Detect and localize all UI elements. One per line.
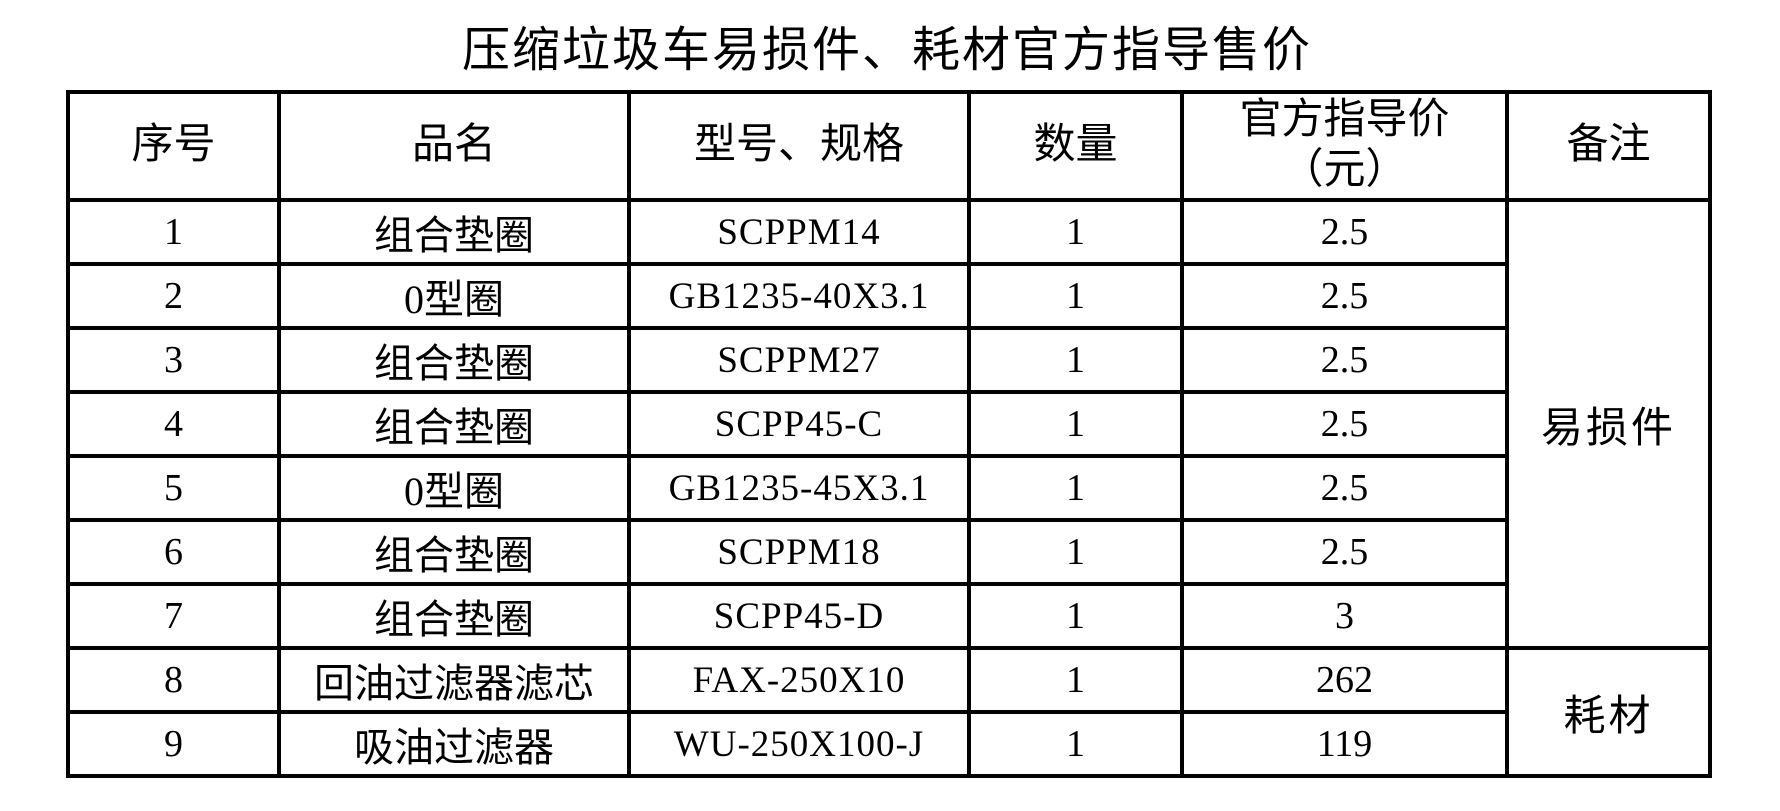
cell-qty: 1	[967, 326, 1184, 394]
cell-price: 119	[1180, 710, 1509, 778]
cell-index: 3	[66, 326, 281, 394]
cell-model: GB1235-45X3.1	[627, 454, 971, 522]
cell-name: 组合垫圈	[277, 198, 631, 266]
cell-qty: 1	[967, 582, 1184, 650]
cell-index: 4	[66, 390, 281, 458]
cell-name: 组合垫圈	[277, 518, 631, 586]
header-price: 官方指导价 （元）	[1180, 90, 1509, 202]
cell-price: 2.5	[1180, 198, 1509, 266]
cell-model: GB1235-40X3.1	[627, 262, 971, 330]
table-row: 8 回油过滤器滤芯 FAX-250X10 1 262 耗材	[66, 646, 1712, 778]
cell-name: 组合垫圈	[277, 326, 631, 394]
header-price-line1: 官方指导价	[1239, 97, 1450, 144]
cell-model: SCPPM27	[627, 326, 971, 394]
cell-qty: 1	[967, 454, 1184, 522]
header-model: 型号、规格	[627, 90, 971, 202]
cell-price: 262	[1180, 646, 1509, 714]
table-row: 3 组合垫圈 SCPPM27 1 2.5	[66, 326, 1710, 394]
table-row: 4 组合垫圈 SCPP45-C 1 2.5	[66, 390, 1710, 458]
cell-price: 3	[1180, 582, 1509, 650]
remark-cell-wear-parts: 易损件	[1505, 198, 1712, 650]
remark-cell-consumables: 耗材	[1505, 646, 1712, 778]
cell-model: SCPP45-C	[627, 390, 971, 458]
cell-price: 2.5	[1180, 518, 1509, 586]
cell-index: 8	[66, 646, 281, 714]
cell-name: 组合垫圈	[277, 582, 631, 650]
cell-price: 2.5	[1180, 390, 1509, 458]
cell-index: 7	[66, 582, 281, 650]
cell-index: 5	[66, 454, 281, 522]
header-index: 序号	[66, 90, 281, 202]
header-remark: 备注	[1505, 90, 1712, 202]
cell-name: 0型圈	[277, 262, 631, 330]
cell-index: 6	[66, 518, 281, 586]
cell-qty: 1	[967, 262, 1184, 330]
cell-name: 组合垫圈	[277, 390, 631, 458]
table-row: 5 0型圈 GB1235-45X3.1 1 2.5	[66, 454, 1710, 522]
table-row: 7 组合垫圈 SCPP45-D 1 3	[66, 582, 1710, 650]
cell-model: SCPPM18	[627, 518, 971, 586]
cell-model: SCPP45-D	[627, 582, 971, 650]
table-row: 6 组合垫圈 SCPPM18 1 2.5	[66, 518, 1710, 586]
cell-qty: 1	[967, 390, 1184, 458]
cell-name: 吸油过滤器	[277, 710, 631, 778]
cell-qty: 1	[967, 198, 1184, 266]
cell-qty: 1	[967, 710, 1184, 778]
cell-index: 9	[66, 710, 281, 778]
cell-index: 1	[66, 198, 281, 266]
table-row: 9 吸油过滤器 WU-250X100-J 1 119	[66, 710, 1710, 778]
cell-index: 2	[66, 262, 281, 330]
cell-price: 2.5	[1180, 262, 1509, 330]
cell-price: 2.5	[1180, 454, 1509, 522]
header-price-line2: （元）	[1281, 147, 1408, 193]
header-qty: 数量	[967, 90, 1184, 202]
cell-name: 回油过滤器滤芯	[277, 646, 631, 714]
cell-name: 0型圈	[277, 454, 631, 522]
header-name: 品名	[277, 90, 631, 202]
cell-model: WU-250X100-J	[627, 710, 971, 778]
cell-model: SCPPM14	[627, 198, 971, 266]
cell-qty: 1	[967, 518, 1184, 586]
table-row: 1 组合垫圈 SCPPM14 1 2.5 易损件	[66, 198, 1712, 650]
header-row: 序号 品名 型号、规格 数量 官方指导价 （元） 备注	[66, 90, 1712, 202]
cell-price: 2.5	[1180, 326, 1509, 394]
cell-qty: 1	[967, 646, 1184, 714]
cell-model: FAX-250X10	[627, 646, 971, 714]
page-title: 压缩垃圾车易损件、耗材官方指导售价	[461, 24, 1312, 77]
table-row: 2 0型圈 GB1235-40X3.1 1 2.5	[66, 262, 1710, 330]
price-table: 序号 品名 型号、规格 数量 官方指导价 （元） 备注 1 组合垫圈 SCPPM…	[66, 90, 1712, 778]
